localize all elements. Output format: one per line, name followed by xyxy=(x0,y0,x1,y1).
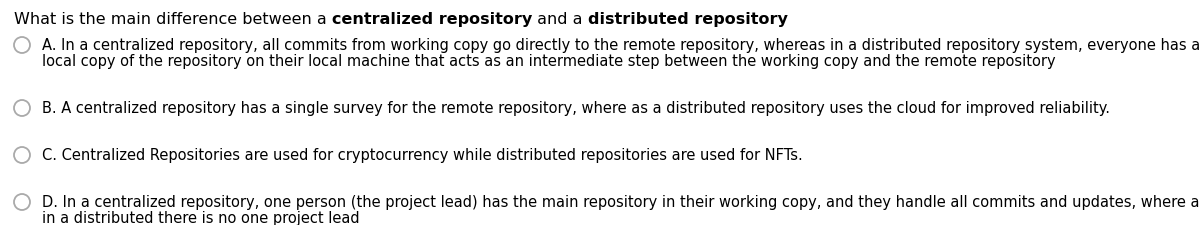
Text: and a: and a xyxy=(532,12,588,27)
Text: A. In a centralized repository, all commits from working copy go directly to the: A. In a centralized repository, all comm… xyxy=(42,38,1200,53)
Text: centralized repository: centralized repository xyxy=(332,12,532,27)
Text: B. A centralized repository has a single survey for the remote repository, where: B. A centralized repository has a single… xyxy=(42,101,1110,115)
Text: D. In a centralized repository, one person (the project lead) has the main repos: D. In a centralized repository, one pers… xyxy=(42,194,1200,209)
Text: C. Centralized Repositories are used for cryptocurrency while distributed reposi: C. Centralized Repositories are used for… xyxy=(42,147,803,162)
Text: What is the main difference between a: What is the main difference between a xyxy=(14,12,332,27)
Text: in a distributed there is no one project lead: in a distributed there is no one project… xyxy=(42,210,360,225)
Text: distributed repository: distributed repository xyxy=(588,12,787,27)
Text: local copy of the repository on their local machine that acts as an intermediate: local copy of the repository on their lo… xyxy=(42,54,1056,69)
